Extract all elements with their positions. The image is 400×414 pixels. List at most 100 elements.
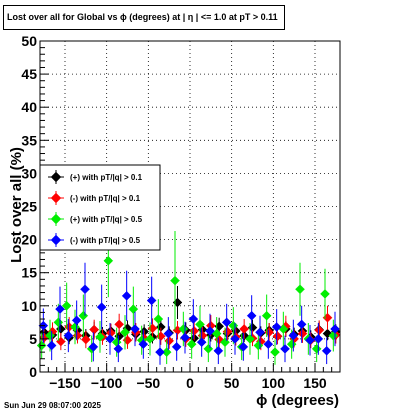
x-tick-label: 0	[186, 375, 194, 391]
legend-marker	[50, 171, 62, 183]
data-point	[245, 334, 255, 344]
data-point	[314, 325, 325, 336]
data-point	[286, 339, 297, 350]
data-point	[295, 284, 305, 295]
data-point	[113, 343, 124, 354]
data-point	[213, 345, 224, 356]
data-point	[263, 339, 274, 350]
data-point	[220, 337, 230, 348]
data-markers	[36, 224, 341, 365]
data-point	[313, 334, 324, 344]
data-point	[255, 327, 265, 338]
legend-label: (+) with pT/|q| > 0.1	[70, 173, 143, 182]
data-point	[71, 315, 82, 326]
data-point	[161, 347, 172, 357]
data-point	[246, 310, 257, 321]
legend-label: (-) with pT/|q| > 0.1	[70, 194, 141, 203]
data-point	[228, 320, 239, 331]
data-point	[271, 322, 282, 332]
series-4	[38, 262, 340, 365]
data-point	[261, 310, 272, 321]
y-tick-label: 10	[21, 298, 37, 314]
legend-entry: (+) with pT/|q| > 0.5	[48, 212, 143, 226]
data-point	[328, 330, 339, 341]
data-point	[95, 332, 105, 342]
legend-marker	[50, 192, 62, 204]
series-3	[36, 224, 339, 365]
data-point	[170, 275, 180, 286]
data-point	[288, 330, 299, 341]
data-point	[189, 326, 200, 336]
y-tick-label: 40	[21, 99, 37, 115]
data-point	[138, 339, 149, 350]
legend-marker	[50, 213, 62, 225]
y-tick-label: 5	[29, 331, 37, 347]
legend-label: (-) with pT/|q| > 0.5	[70, 236, 141, 245]
data-point	[88, 341, 99, 352]
data-point	[80, 334, 91, 345]
x-tick-label: 50	[224, 375, 240, 391]
data-point	[164, 336, 175, 346]
data-point	[45, 330, 55, 341]
legend-entry: (+) with pT/|q| > 0.1	[48, 170, 143, 184]
data-point	[230, 334, 240, 344]
legend-entry: (-) with pT/|q| > 0.1	[48, 191, 141, 205]
data-point	[114, 319, 125, 330]
data-point	[155, 331, 166, 342]
data-point	[272, 331, 283, 342]
y-tick-label: 15	[21, 265, 37, 281]
data-point	[180, 332, 190, 343]
data-point	[188, 314, 199, 324]
tick-labels: −150 −100 −50 0 50 100 150 0 5 10 15 20 25 30 35 40 45 50	[21, 33, 326, 391]
data-point	[297, 328, 308, 339]
data-point	[121, 291, 132, 301]
y-tick-label: 50	[21, 33, 37, 49]
data-point	[128, 304, 139, 314]
y-axis-label: Lost over all (%)	[8, 147, 25, 263]
data-point	[221, 317, 232, 328]
data-point	[186, 339, 197, 350]
data-point	[46, 340, 57, 351]
data-point	[105, 334, 115, 344]
legend: (+) with pT/|q| > 0.1 (-) with pT/|q| > 0…	[39, 164, 161, 251]
legend-box	[39, 164, 161, 251]
data-point	[196, 337, 207, 348]
data-point	[89, 324, 100, 335]
data-point	[61, 300, 72, 311]
data-point	[103, 255, 114, 266]
x-axis-label: ϕ (degrees)	[256, 392, 339, 409]
data-point	[153, 314, 164, 324]
data-point	[130, 324, 140, 334]
date-stamp: Sun Jun 29 08:07:00 2025	[4, 401, 101, 410]
data-point	[311, 343, 322, 354]
data-point	[146, 295, 157, 306]
data-point	[70, 322, 80, 332]
data-point	[122, 335, 133, 346]
data-point	[305, 335, 315, 346]
y-tick-label: 35	[21, 132, 37, 148]
data-point	[253, 340, 264, 351]
x-tick-label: 150	[303, 375, 327, 391]
y-tick-label: 20	[21, 232, 37, 248]
data-point	[238, 341, 249, 352]
x-tick-label: −100	[91, 375, 123, 391]
data-point	[296, 319, 307, 330]
data-point	[203, 343, 214, 354]
data-point	[155, 347, 165, 357]
data-point	[163, 328, 174, 339]
data-point	[120, 327, 130, 338]
data-point	[53, 317, 64, 328]
data-point	[63, 330, 74, 341]
legend-marker	[50, 234, 62, 246]
y-tick-label: 25	[21, 199, 37, 215]
data-point	[280, 343, 290, 354]
data-point	[96, 302, 107, 312]
x-tick-label: −150	[49, 375, 81, 391]
data-point	[330, 324, 340, 334]
y-tick-label: 30	[21, 165, 37, 181]
data-point	[239, 324, 250, 334]
data-point	[178, 324, 189, 334]
data-point	[205, 326, 215, 336]
data-point	[80, 284, 90, 295]
